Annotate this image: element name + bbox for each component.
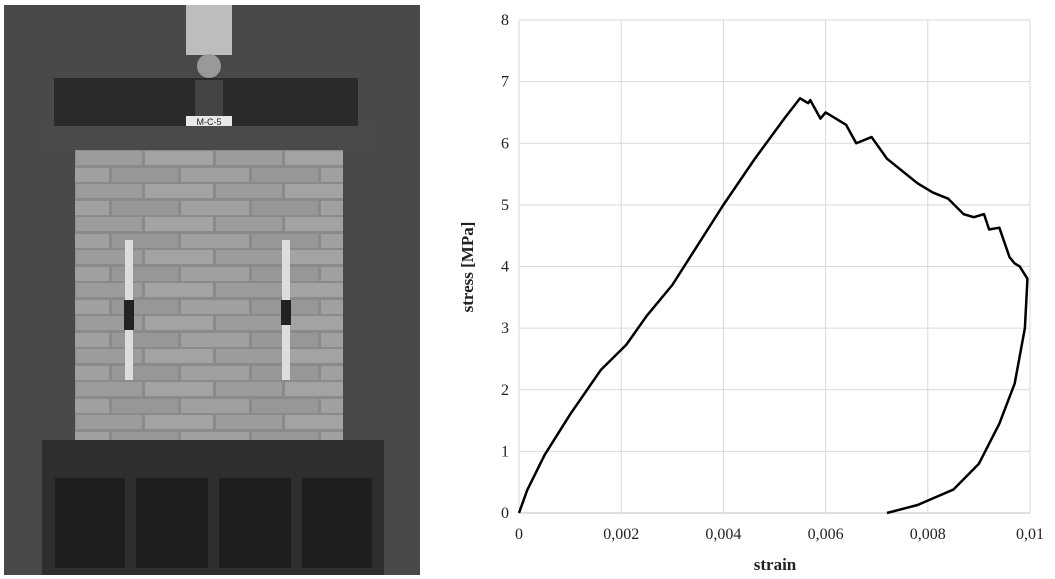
x-tick-label: 0,01	[1016, 526, 1044, 543]
y-tick-label: 8	[501, 12, 509, 29]
data-line	[517, 97, 1029, 515]
y-tick-label: 3	[501, 320, 509, 337]
y-axis-title: stress [MPa]	[458, 222, 477, 313]
y-tick-label: 6	[501, 135, 509, 152]
specimen-label: M-C-5	[197, 117, 222, 127]
x-tick-label: 0,008	[910, 526, 946, 543]
y-tick-label: 7	[501, 74, 509, 91]
photo: M-C-5	[4, 5, 420, 575]
y-tick-label: 2	[501, 382, 509, 399]
y-tick-label: 4	[501, 259, 509, 276]
x-tick-label: 0,004	[705, 526, 741, 543]
x-tick-label: 0	[515, 526, 523, 543]
y-tick-label: 0	[501, 505, 509, 522]
x-axis-title: strain	[754, 555, 797, 574]
chart: strain stress [MPa] 0 1 2 3 4 5 6 7 8 0 0,002 0,004…	[458, 12, 1044, 574]
x-tick-label: 0,006	[808, 526, 844, 543]
y-tick-label: 1	[501, 443, 509, 460]
y-tick-label: 5	[501, 197, 509, 214]
x-tick-label: 0,002	[603, 526, 639, 543]
